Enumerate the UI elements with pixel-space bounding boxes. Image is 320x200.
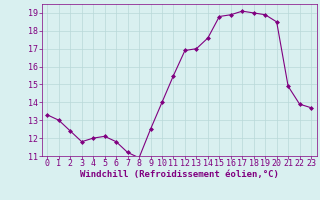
X-axis label: Windchill (Refroidissement éolien,°C): Windchill (Refroidissement éolien,°C) — [80, 170, 279, 179]
